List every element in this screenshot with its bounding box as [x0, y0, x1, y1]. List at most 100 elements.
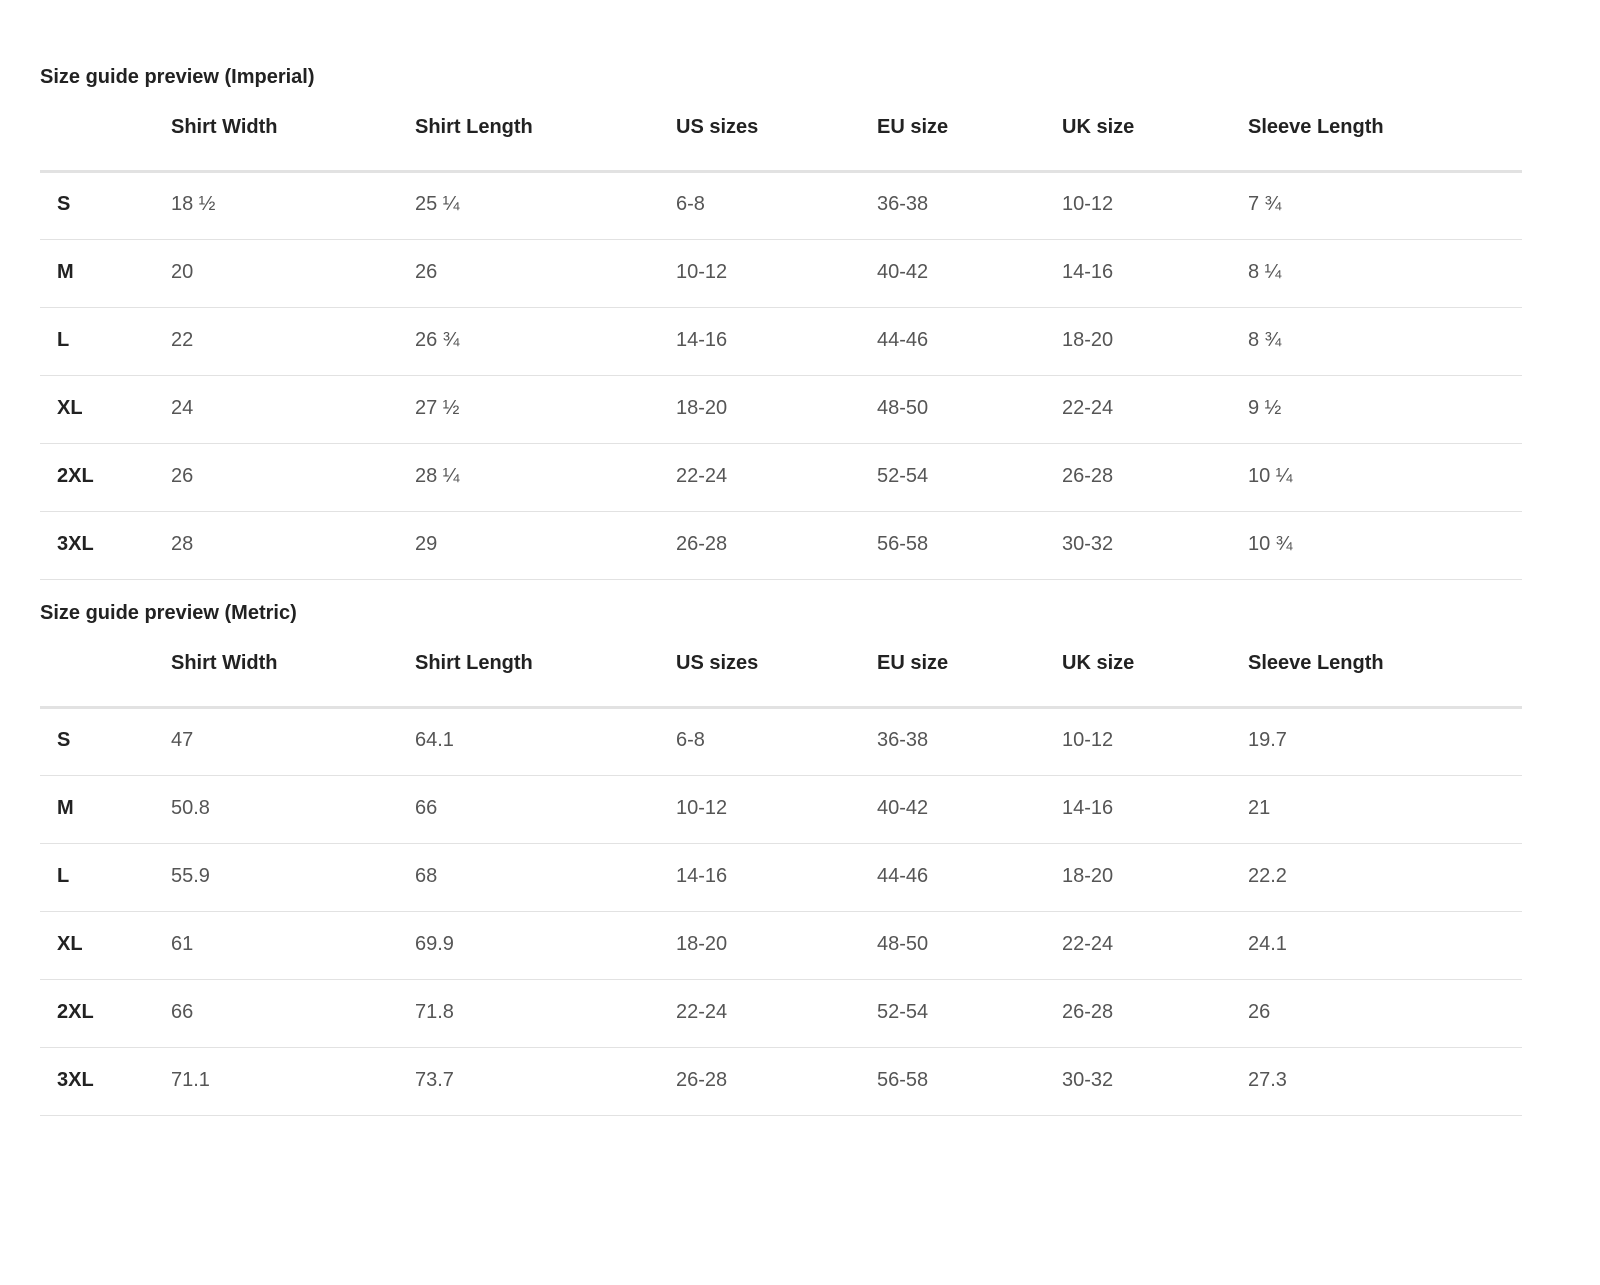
cell: 26-28: [1062, 1001, 1114, 1023]
row-divider: [40, 775, 1522, 776]
cell: 14-16: [1062, 797, 1114, 819]
cell: 6-8: [676, 193, 705, 215]
size-label: M: [57, 261, 74, 283]
cell: 8 ¾: [1248, 329, 1282, 351]
cell: 10 ¼: [1248, 465, 1293, 487]
size-label: 3XL: [57, 533, 94, 555]
size-label: S: [57, 729, 71, 751]
size-label: XL: [57, 397, 83, 419]
cell: 50.8: [171, 797, 210, 819]
column-header: EU size: [877, 116, 949, 138]
cell: 48-50: [877, 397, 929, 419]
column-header: EU size: [877, 652, 949, 674]
cell: 14-16: [676, 329, 728, 351]
cell: 7 ¾: [1248, 193, 1282, 215]
column-header: US sizes: [676, 116, 759, 138]
row-divider: [40, 579, 1522, 580]
size-label: L: [57, 865, 70, 887]
column-header: Shirt Width: [171, 116, 278, 138]
cell: 10-12: [676, 797, 728, 819]
cell: 44-46: [877, 329, 929, 351]
size-label: XL: [57, 933, 83, 955]
cell: 19.7: [1248, 729, 1287, 751]
column-header: Sleeve Length: [1248, 116, 1384, 138]
row-divider: [40, 1115, 1522, 1116]
cell: 10-12: [1062, 193, 1114, 215]
section-title: Size guide preview (Metric): [40, 602, 297, 624]
cell: 22.2: [1248, 865, 1287, 887]
cell: 14-16: [676, 865, 728, 887]
cell: 6-8: [676, 729, 705, 751]
row-divider: [40, 375, 1522, 376]
cell: 61: [171, 933, 194, 955]
cell: 18-20: [676, 397, 728, 419]
cell: 26 ¾: [415, 329, 460, 351]
column-header: Shirt Length: [415, 116, 533, 138]
cell: 36-38: [877, 729, 929, 751]
cell: 40-42: [877, 797, 929, 819]
cell: 47: [171, 729, 194, 751]
cell: 48-50: [877, 933, 929, 955]
cell: 22-24: [1062, 397, 1114, 419]
cell: 55.9: [171, 865, 210, 887]
cell: 40-42: [877, 261, 929, 283]
cell: 66: [171, 1001, 194, 1023]
cell: 26: [415, 261, 438, 283]
row-divider: [40, 239, 1522, 240]
cell: 28: [171, 533, 194, 555]
header-divider: [40, 170, 1522, 173]
cell: 25 ¼: [415, 193, 460, 215]
size-label: L: [57, 329, 70, 351]
cell: 44-46: [877, 865, 929, 887]
row-divider: [40, 843, 1522, 844]
row-divider: [40, 443, 1522, 444]
section-title: Size guide preview (Imperial): [40, 66, 315, 88]
cell: 27 ½: [415, 397, 460, 419]
cell: 36-38: [877, 193, 929, 215]
size-label: 2XL: [57, 465, 94, 487]
cell: 22: [171, 329, 194, 351]
row-divider: [40, 911, 1522, 912]
cell: 56-58: [877, 1069, 929, 1091]
column-header: Sleeve Length: [1248, 652, 1384, 674]
cell: 14-16: [1062, 261, 1114, 283]
cell: 52-54: [877, 1001, 929, 1023]
cell: 66: [415, 797, 438, 819]
cell: 22-24: [676, 1001, 728, 1023]
cell: 22-24: [676, 465, 728, 487]
column-header: US sizes: [676, 652, 759, 674]
row-divider: [40, 1047, 1522, 1048]
column-header: UK size: [1062, 652, 1135, 674]
cell: 10 ¾: [1248, 533, 1293, 555]
size-label: 3XL: [57, 1069, 94, 1091]
cell: 24: [171, 397, 194, 419]
size-label: 2XL: [57, 1001, 94, 1023]
cell: 52-54: [877, 465, 929, 487]
cell: 26-28: [676, 533, 728, 555]
row-divider: [40, 307, 1522, 308]
column-header: Shirt Width: [171, 652, 278, 674]
cell: 26: [1248, 1001, 1271, 1023]
row-divider: [40, 979, 1522, 980]
cell: 20: [171, 261, 194, 283]
cell: 28 ¼: [415, 465, 460, 487]
cell: 9 ½: [1248, 397, 1282, 419]
cell: 26-28: [1062, 465, 1114, 487]
cell: 26-28: [676, 1069, 728, 1091]
column-header: Shirt Length: [415, 652, 533, 674]
cell: 56-58: [877, 533, 929, 555]
cell: 68: [415, 865, 438, 887]
cell: 22-24: [1062, 933, 1114, 955]
row-divider: [40, 511, 1522, 512]
cell: 71.1: [171, 1069, 210, 1091]
column-header: UK size: [1062, 116, 1135, 138]
cell: 69.9: [415, 933, 454, 955]
cell: 26: [171, 465, 194, 487]
cell: 73.7: [415, 1069, 454, 1091]
cell: 24.1: [1248, 933, 1287, 955]
size-label: S: [57, 193, 71, 215]
cell: 30-32: [1062, 533, 1114, 555]
header-divider: [40, 706, 1522, 709]
cell: 18-20: [1062, 329, 1114, 351]
cell: 27.3: [1248, 1069, 1287, 1091]
